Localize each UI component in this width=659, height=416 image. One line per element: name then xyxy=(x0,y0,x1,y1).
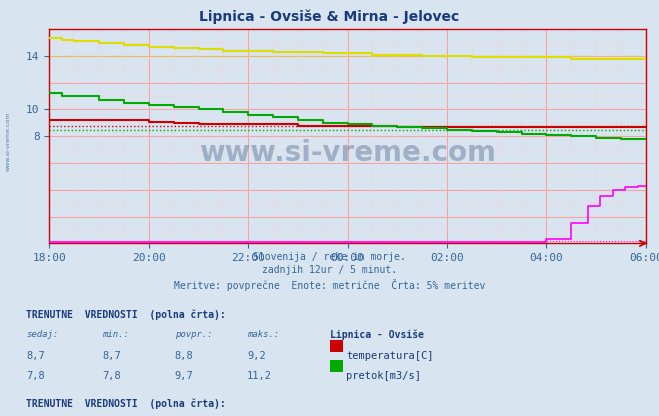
Text: sedaj:: sedaj: xyxy=(26,330,59,339)
Text: 9,7: 9,7 xyxy=(175,371,193,381)
Text: Lipnica - Ovsiše & Mirna - Jelovec: Lipnica - Ovsiše & Mirna - Jelovec xyxy=(200,9,459,24)
Text: temperatura[C]: temperatura[C] xyxy=(346,351,434,361)
Text: 7,8: 7,8 xyxy=(26,371,45,381)
Text: 8,7: 8,7 xyxy=(102,351,121,361)
Text: TRENUTNE  VREDNOSTI  (polna črta):: TRENUTNE VREDNOSTI (polna črta): xyxy=(26,399,226,409)
Text: www.si-vreme.com: www.si-vreme.com xyxy=(199,139,496,167)
Text: Meritve: povprečne  Enote: metrične  Črta: 5% meritev: Meritve: povprečne Enote: metrične Črta:… xyxy=(174,279,485,291)
Text: 8,8: 8,8 xyxy=(175,351,193,361)
Text: povpr.:: povpr.: xyxy=(175,330,212,339)
Text: 11,2: 11,2 xyxy=(247,371,272,381)
Text: min.:: min.: xyxy=(102,330,129,339)
Text: pretok[m3/s]: pretok[m3/s] xyxy=(346,371,421,381)
Text: www.si-vreme.com: www.si-vreme.com xyxy=(6,111,11,171)
Text: Lipnica - Ovsiše: Lipnica - Ovsiše xyxy=(330,330,424,340)
Text: maks.:: maks.: xyxy=(247,330,279,339)
Text: zadnjih 12ur / 5 minut.: zadnjih 12ur / 5 minut. xyxy=(262,265,397,275)
Text: 9,2: 9,2 xyxy=(247,351,266,361)
Text: 8,7: 8,7 xyxy=(26,351,45,361)
Text: TRENUTNE  VREDNOSTI  (polna črta):: TRENUTNE VREDNOSTI (polna črta): xyxy=(26,310,226,320)
Text: 7,8: 7,8 xyxy=(102,371,121,381)
Text: Slovenija / reke in morje.: Slovenija / reke in morje. xyxy=(253,252,406,262)
